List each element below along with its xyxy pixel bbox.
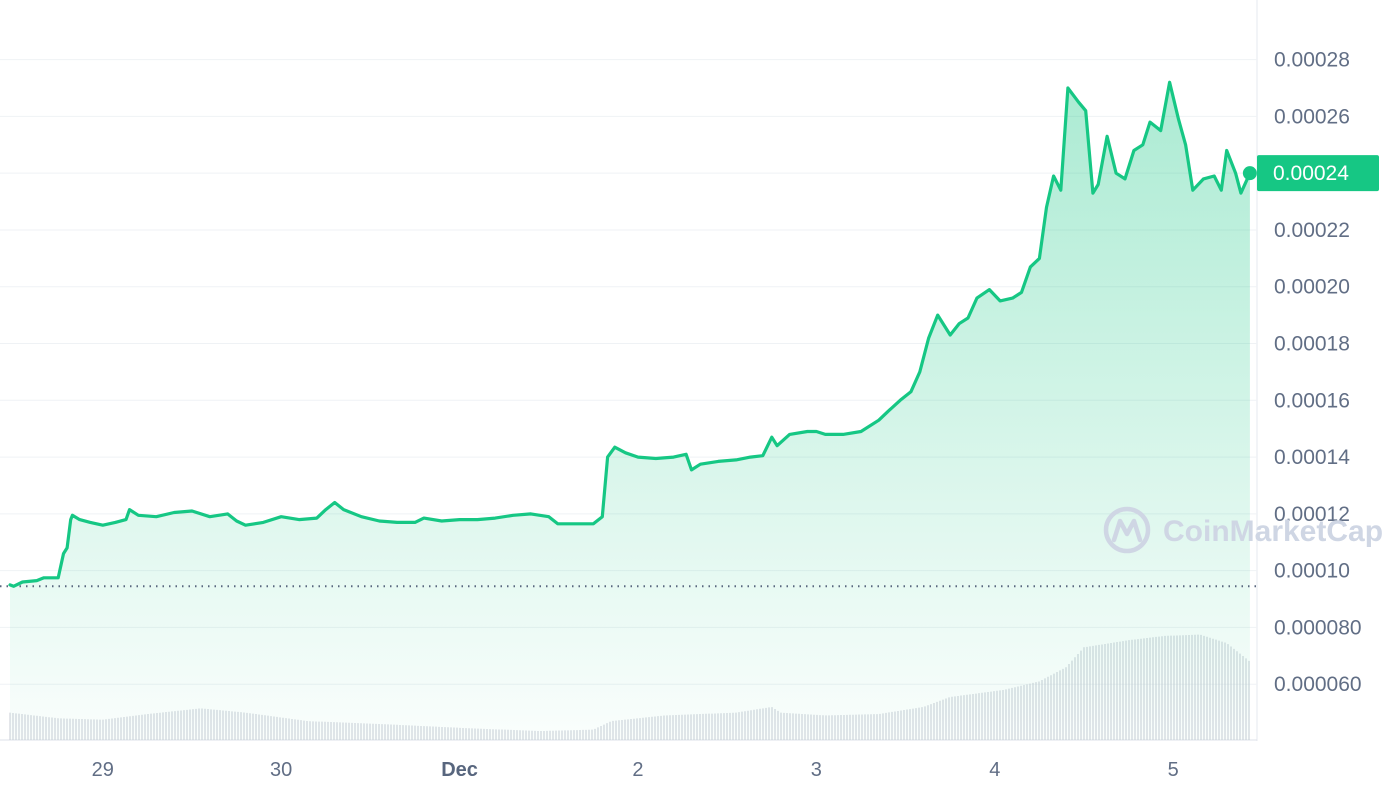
coinmarketcap-logo-icon bbox=[1103, 506, 1151, 554]
current-price-label: 0.00024 bbox=[1257, 155, 1379, 192]
current-price-label-text: 0.00024 bbox=[1273, 162, 1349, 185]
coinmarketcap-watermark: CoinMarketCap bbox=[1103, 506, 1383, 554]
y-tick-label: 0.00010 bbox=[1274, 560, 1350, 583]
y-tick-label: 0.00016 bbox=[1274, 389, 1350, 412]
y-tick-label: 0.00026 bbox=[1274, 105, 1350, 128]
y-tick-label: 0.00012 bbox=[1274, 503, 1350, 526]
y-tick-label: 0.00028 bbox=[1274, 49, 1350, 72]
y-axis-labels: 0.00028 0.00026 0.00024 0.00022 0.00020 0.000… bbox=[1274, 49, 1362, 697]
x-tick-label: 4 bbox=[989, 759, 1000, 781]
x-tick-label: 29 bbox=[92, 759, 114, 781]
x-axis-labels: 29 30 Dec 2 3 4 5 bbox=[92, 759, 1179, 781]
watermark-text: CoinMarketCap bbox=[1163, 515, 1383, 548]
x-tick-label: 3 bbox=[811, 759, 822, 781]
x-tick-label: 5 bbox=[1168, 759, 1179, 781]
y-tick-label: 0.000060 bbox=[1274, 673, 1362, 696]
y-tick-label: 0.000080 bbox=[1274, 616, 1362, 639]
y-tick-label: 0.00022 bbox=[1274, 219, 1350, 242]
current-price-dot[interactable] bbox=[1242, 166, 1257, 181]
y-tick-label: 0.00018 bbox=[1274, 333, 1350, 356]
current-price-label-bg bbox=[1257, 155, 1379, 192]
x-tick-label: 2 bbox=[632, 759, 643, 781]
x-tick-label: Dec bbox=[441, 759, 478, 781]
coinmarketcap-logo-mark bbox=[1111, 518, 1143, 543]
price-line bbox=[8, 80, 1252, 588]
y-tick-label: 0.00020 bbox=[1274, 276, 1350, 299]
y-tick-label: 0.00014 bbox=[1274, 446, 1350, 469]
price-area-fill bbox=[10, 82, 1250, 741]
x-tick-label: 30 bbox=[270, 759, 292, 781]
